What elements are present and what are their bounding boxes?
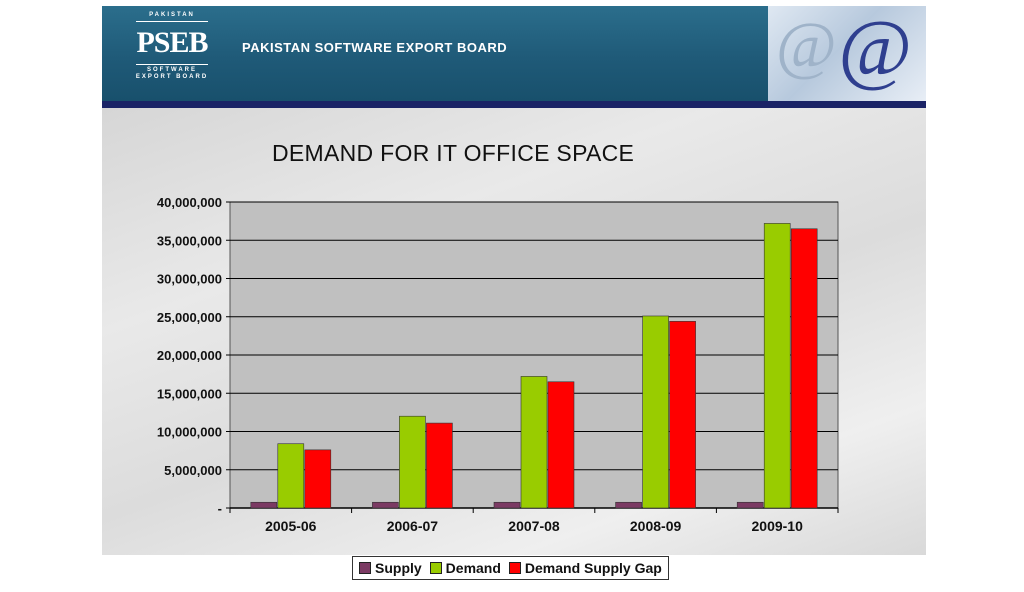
bar bbox=[426, 422, 453, 509]
logo-bottom-text-1: SOFTWARE bbox=[147, 67, 197, 73]
legend-label: Demand bbox=[445, 560, 501, 576]
x-tick-label: 2008-09 bbox=[630, 518, 682, 534]
logo-bottom-text-2: EXPORT BOARD bbox=[135, 74, 209, 80]
legend-label: Supply bbox=[375, 560, 422, 576]
bar bbox=[399, 415, 426, 509]
bar bbox=[790, 228, 818, 509]
bar bbox=[520, 376, 548, 509]
bar bbox=[372, 501, 399, 509]
bar bbox=[615, 501, 642, 509]
x-tick-label: 2007-08 bbox=[508, 518, 560, 534]
chart-title: DEMAND FOR IT OFFICE SPACE bbox=[272, 140, 635, 166]
logo-rule-bottom bbox=[136, 64, 208, 65]
bar bbox=[493, 501, 521, 509]
legend-item: Demand bbox=[429, 560, 501, 576]
bar bbox=[763, 223, 791, 509]
bar bbox=[669, 321, 696, 509]
at-sign-icon: @ @ bbox=[768, 6, 926, 101]
legend-swatch bbox=[429, 562, 442, 574]
at-sign-icon-front: @ bbox=[838, 6, 912, 93]
y-tick-label: 30,000,000 bbox=[157, 272, 222, 287]
logo-top-text: PAKISTAN bbox=[149, 12, 195, 18]
chart-legend: Supply Demand Demand Supply Gap bbox=[352, 556, 669, 580]
y-tick-label: 40,000,000 bbox=[157, 195, 222, 210]
y-tick-label: - bbox=[218, 501, 222, 516]
x-tick-label: 2005-06 bbox=[265, 518, 317, 534]
at-sign-icon-back: @ bbox=[776, 9, 837, 82]
bar bbox=[736, 501, 764, 509]
bar bbox=[250, 501, 278, 509]
pseb-logo: PAKISTAN PSEB SOFTWARE EXPORT BOARD bbox=[132, 12, 212, 96]
legend-item: Demand Supply Gap bbox=[508, 560, 662, 576]
y-tick-label: 20,000,000 bbox=[157, 348, 222, 363]
x-tick-label: 2006-07 bbox=[387, 518, 439, 534]
legend-item: Supply bbox=[359, 560, 422, 576]
legend-swatch bbox=[508, 562, 521, 574]
bar bbox=[547, 381, 575, 509]
bar bbox=[304, 449, 332, 509]
y-tick-label: 35,000,000 bbox=[157, 233, 222, 248]
legend-swatch bbox=[359, 562, 371, 574]
logo-rule-top bbox=[136, 21, 208, 22]
legend-label: Demand Supply Gap bbox=[524, 560, 662, 576]
y-tick-label: 15,000,000 bbox=[157, 386, 222, 401]
organization-name: PAKISTAN SOFTWARE EXPORT BOARD bbox=[242, 40, 508, 55]
logo-main-text: PSEB bbox=[136, 26, 208, 59]
bar bbox=[277, 443, 305, 509]
y-tick-label: 5,000,000 bbox=[164, 463, 222, 478]
bar bbox=[642, 315, 669, 509]
x-tick-label: 2009-10 bbox=[752, 518, 804, 534]
header-banner: PAKISTAN PSEB SOFTWARE EXPORT BOARD PAKI… bbox=[102, 6, 926, 101]
header-divider bbox=[102, 101, 926, 108]
y-tick-label: 25,000,000 bbox=[157, 310, 222, 325]
y-tick-label: 10,000,000 bbox=[157, 425, 222, 440]
